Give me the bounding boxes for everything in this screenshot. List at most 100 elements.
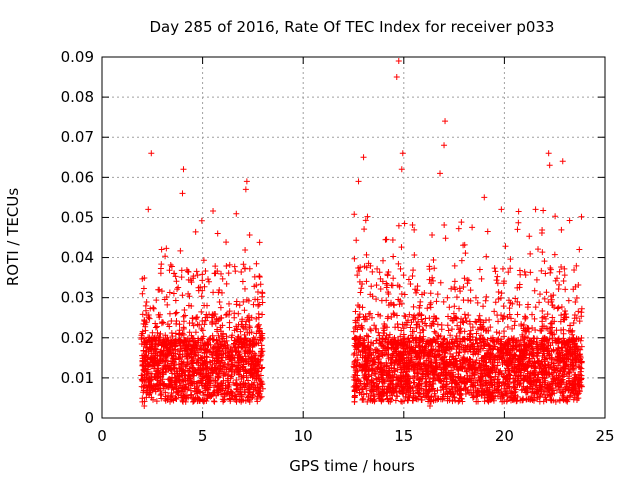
data-point <box>350 363 357 370</box>
data-point <box>405 317 412 324</box>
data-point <box>163 354 170 361</box>
data-point <box>156 334 163 341</box>
data-point <box>514 311 521 318</box>
data-point <box>154 377 161 384</box>
data-point <box>257 394 264 401</box>
data-point <box>256 273 263 280</box>
data-point <box>173 278 180 285</box>
data-point <box>577 368 584 375</box>
data-point <box>395 222 402 229</box>
data-point <box>179 292 186 299</box>
data-point <box>245 355 252 362</box>
data-point <box>378 297 385 304</box>
data-point <box>205 276 212 283</box>
data-point <box>152 324 159 331</box>
data-point <box>248 353 255 360</box>
data-point <box>354 272 361 279</box>
data-point <box>433 298 440 305</box>
data-point <box>377 285 384 292</box>
data-point <box>243 318 250 325</box>
data-point <box>437 279 444 286</box>
data-point <box>142 302 149 309</box>
data-point <box>233 386 240 393</box>
data-point <box>155 373 162 380</box>
data-point <box>224 372 231 379</box>
data-point <box>447 332 454 339</box>
data-point <box>548 396 555 403</box>
data-point <box>197 284 204 291</box>
data-point <box>482 297 489 304</box>
data-point <box>363 251 370 258</box>
y-tick-label: 0.08 <box>61 88 94 106</box>
data-point <box>356 311 363 318</box>
data-point <box>199 373 206 380</box>
data-point <box>561 265 568 272</box>
data-point <box>165 380 172 387</box>
data-point <box>242 380 249 387</box>
data-point <box>557 318 564 325</box>
data-point <box>219 396 226 403</box>
data-point <box>427 381 434 388</box>
data-point <box>532 382 539 389</box>
data-point <box>146 391 153 398</box>
data-point <box>168 384 175 391</box>
data-point <box>395 324 402 331</box>
data-point <box>389 236 396 243</box>
data-point <box>251 273 258 280</box>
data-point <box>194 394 201 401</box>
data-point <box>350 351 357 358</box>
data-point <box>394 377 401 384</box>
data-point <box>141 318 148 325</box>
data-point <box>351 398 358 405</box>
data-point <box>238 391 245 398</box>
data-point <box>206 358 213 365</box>
data-point <box>188 338 195 345</box>
data-point <box>143 352 150 359</box>
data-point <box>232 359 239 366</box>
data-point <box>507 256 514 263</box>
data-point <box>150 305 157 312</box>
data-point <box>154 329 161 336</box>
data-point <box>562 286 569 293</box>
data-point <box>225 383 232 390</box>
data-point <box>236 302 243 309</box>
data-point <box>202 267 209 274</box>
data-point <box>451 262 458 269</box>
data-point <box>566 393 573 400</box>
data-point <box>163 338 170 345</box>
data-point <box>178 267 185 274</box>
data-point <box>471 372 478 379</box>
data-point <box>186 329 193 336</box>
data-point <box>559 158 566 165</box>
data-point <box>153 398 160 405</box>
data-point <box>233 376 240 383</box>
data-point <box>556 350 563 357</box>
data-point <box>233 393 240 400</box>
data-point <box>441 222 448 229</box>
data-point <box>236 380 243 387</box>
data-point <box>139 395 146 402</box>
data-point <box>367 326 374 333</box>
data-point <box>383 236 390 243</box>
data-point <box>231 314 238 321</box>
data-point <box>199 355 206 362</box>
data-point <box>451 303 458 310</box>
data-point <box>225 352 232 359</box>
data-point <box>147 370 154 377</box>
data-point <box>218 314 225 321</box>
data-point <box>369 293 376 300</box>
data-point <box>391 302 398 309</box>
data-point <box>539 308 546 315</box>
data-point <box>461 328 468 335</box>
data-point <box>397 398 404 405</box>
data-point <box>257 337 264 344</box>
data-point <box>148 384 155 391</box>
data-point <box>501 333 508 340</box>
data-point <box>434 387 441 394</box>
data-point <box>205 278 212 285</box>
data-point <box>193 268 200 275</box>
data-point <box>186 293 193 300</box>
data-point <box>241 307 248 314</box>
y-tick-label: 0.02 <box>61 329 94 347</box>
data-point <box>442 235 449 242</box>
